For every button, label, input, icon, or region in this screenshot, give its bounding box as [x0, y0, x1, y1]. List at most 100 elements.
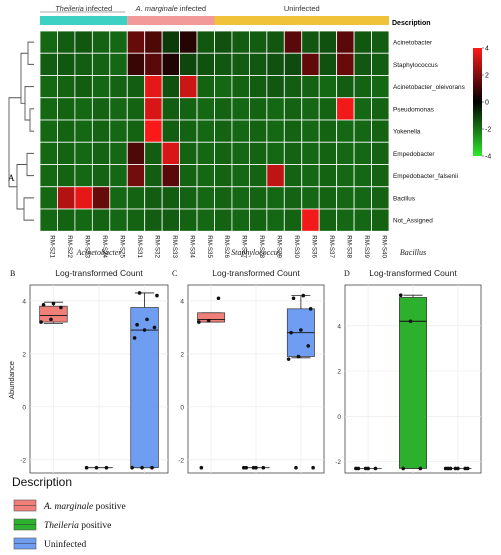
column-label: RM-S39: [363, 235, 370, 258]
heatmap-cell: [126, 164, 146, 188]
heatmap-cell: [196, 141, 215, 165]
row-label: Bacillus: [393, 195, 415, 202]
heatmap-cell: [318, 186, 338, 210]
y-tick-label: 4: [337, 323, 341, 330]
data-point: [465, 466, 470, 471]
heatmap-cell: [336, 97, 355, 121]
heatmap-cell: [74, 141, 93, 165]
heatmap-cell: [353, 186, 372, 210]
heatmap-cell: [336, 52, 355, 76]
heatmap-cell: [126, 75, 146, 99]
data-point: [39, 320, 43, 324]
data-point: [254, 465, 258, 470]
heatmap-cell: [161, 52, 180, 76]
data-point: [49, 317, 53, 322]
heatmap-cell: [109, 164, 128, 188]
panel-organism-title: Staphylococcus: [231, 248, 281, 257]
heatmap-cell: [126, 52, 146, 76]
data-point: [104, 465, 109, 470]
column-label: RM-S36: [310, 235, 317, 258]
heatmap-cell: [109, 119, 128, 143]
heatmap-cell: [57, 141, 76, 165]
boxplot-panels: Abundance Acinetobacter B Log-transformed C…: [7, 248, 482, 474]
data-point: [150, 465, 154, 470]
heatmap-cell: [248, 119, 268, 143]
box: [399, 297, 427, 469]
heatmap-cell: [283, 186, 303, 210]
heatmap-cell: [91, 141, 111, 165]
column-label: RM-S35: [206, 235, 213, 258]
heatmap-cell: [336, 30, 355, 54]
y-tick-label: 2: [180, 351, 184, 358]
data-point: [356, 466, 361, 471]
heatmap-cell: [144, 186, 163, 210]
heatmap-cell: [214, 97, 233, 121]
heatmap-cell: [39, 164, 58, 188]
data-point: [299, 328, 303, 332]
heatmap-cell: [248, 75, 268, 99]
heatmap-cell: [336, 208, 355, 232]
heatmap-cell: [109, 97, 128, 121]
data-point: [51, 301, 56, 306]
y-tick-label: 2: [22, 351, 26, 358]
heatmap-cell: [301, 141, 320, 165]
heatmap-cell: [336, 164, 355, 188]
heatmap-cell: [144, 52, 163, 76]
heatmap-cell: [283, 119, 303, 143]
heatmap-cell: [231, 30, 250, 54]
data-point: [291, 296, 296, 301]
description-legend: Description A. marginale positive Theileri…: [12, 475, 126, 550]
column-label: RM-S26: [223, 235, 230, 258]
heatmap-cell: [144, 97, 163, 121]
data-point: [366, 466, 370, 471]
y-tick-label: 0: [22, 404, 26, 411]
heatmap-cell: [266, 30, 285, 54]
legend-title: Description: [12, 475, 72, 489]
heatmap-cell: [266, 97, 285, 121]
heatmap-cell: [353, 30, 372, 54]
heatmap-cell: [161, 141, 180, 165]
dendrogram-branch: [29, 108, 34, 132]
data-point: [286, 357, 291, 361]
group-label: Uninfected: [284, 4, 320, 13]
heatmap-cell: [336, 75, 355, 99]
heatmap-cell: [179, 52, 198, 76]
heatmap-cell: [109, 52, 128, 76]
heatmap-cell: [57, 30, 76, 54]
y-tick-label: -2: [20, 457, 26, 464]
heatmap-cell: [57, 75, 76, 99]
panel-organism-title: Acinetobacter: [76, 248, 123, 257]
data-point: [199, 465, 204, 470]
data-point: [155, 293, 159, 298]
column-labels: RM-S21 RM-S22 RM-S23 RM-S24 RM-S25 RM-S31 RM-S…: [49, 235, 388, 258]
group-legend-title: Description: [392, 20, 431, 27]
heatmap-cell: [91, 119, 111, 143]
dendrogram-branch: [23, 197, 34, 221]
heatmap-cell: [371, 186, 390, 210]
data-point: [418, 466, 423, 471]
row-label: Empedobacter: [393, 151, 435, 158]
data-point: [130, 465, 134, 470]
heatmap-cell: [336, 186, 355, 210]
heatmap-cell: [266, 208, 285, 232]
data-point: [448, 466, 453, 471]
color-scale-tick-label: -4: [485, 154, 491, 161]
heatmap-cell: [353, 75, 372, 99]
heatmap-cell: [196, 97, 215, 121]
color-scale-tick-label: 2: [485, 73, 489, 80]
heatmap-cell: [126, 141, 146, 165]
data-point: [308, 307, 313, 311]
heatmap-cell: [266, 186, 285, 210]
heatmap-cell: [353, 97, 372, 121]
data-point: [301, 293, 306, 298]
heatmap-cell: [301, 186, 320, 210]
heatmap-cell: [144, 141, 163, 165]
column-label: RM-S28: [258, 235, 265, 258]
column-label: RM-S23: [84, 235, 91, 258]
heatmap-cell: [57, 97, 76, 121]
data-point: [94, 465, 99, 470]
data-point: [408, 319, 413, 324]
heatmap-cell: [196, 52, 215, 76]
heatmap-cell: [161, 208, 180, 232]
data-point: [84, 465, 89, 470]
